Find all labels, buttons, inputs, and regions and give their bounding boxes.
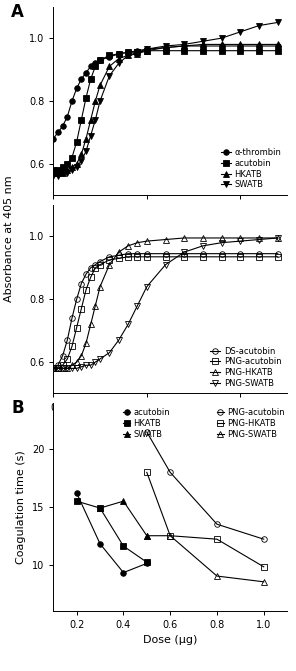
PNG-SWATB [145, 531, 149, 539]
Line: PNG-acutobin: PNG-acutobin [144, 429, 266, 542]
acutobin [98, 539, 102, 548]
acutobin [75, 489, 78, 497]
PNG-HKATB [215, 535, 219, 544]
HKATB [145, 558, 149, 566]
X-axis label: Dose (μg): Dose (μg) [143, 635, 197, 646]
Line: acutobin: acutobin [74, 491, 149, 575]
Text: A: A [11, 3, 24, 21]
PNG-HKATB [262, 563, 266, 571]
acutobin [145, 560, 149, 568]
PNG-SWATB [262, 578, 266, 586]
PNG-acutobin [262, 535, 266, 544]
PNG-SWATB [168, 531, 172, 539]
PNG-HKATB [168, 531, 172, 539]
HKATB [75, 497, 78, 505]
PNG-SWATB [215, 572, 219, 580]
X-axis label: Incubation time (min): Incubation time (min) [110, 418, 231, 428]
HKATB [98, 504, 102, 512]
PNG-acutobin [145, 428, 149, 436]
Legend: PNG-acutobin, PNG-HKATB, PNG-SWATB: PNG-acutobin, PNG-HKATB, PNG-SWATB [216, 407, 285, 440]
PNG-HKATB [145, 468, 149, 476]
Text: B: B [11, 399, 24, 417]
SWATB [98, 504, 102, 512]
Line: HKATB: HKATB [74, 499, 149, 565]
SWATB [145, 531, 149, 539]
Line: PNG-HKATB: PNG-HKATB [144, 470, 266, 570]
SWATB [122, 497, 125, 505]
Legend: α-thrombin, acutobin, HKATB, SWATB: α-thrombin, acutobin, HKATB, SWATB [219, 147, 283, 191]
Line: SWATB: SWATB [97, 499, 149, 539]
PNG-acutobin [168, 468, 172, 476]
Text: Absorbance at 405 nm: Absorbance at 405 nm [4, 175, 14, 301]
acutobin [122, 568, 125, 576]
HKATB [122, 542, 125, 550]
Legend: DS-acutobin, PNG-acutobin, PNG-HKATB, PNG-SWATB: DS-acutobin, PNG-acutobin, PNG-HKATB, PN… [209, 345, 283, 389]
Line: PNG-SWATB: PNG-SWATB [144, 533, 266, 584]
Y-axis label: Coagulation time (s): Coagulation time (s) [16, 450, 26, 564]
PNG-acutobin [215, 520, 219, 528]
